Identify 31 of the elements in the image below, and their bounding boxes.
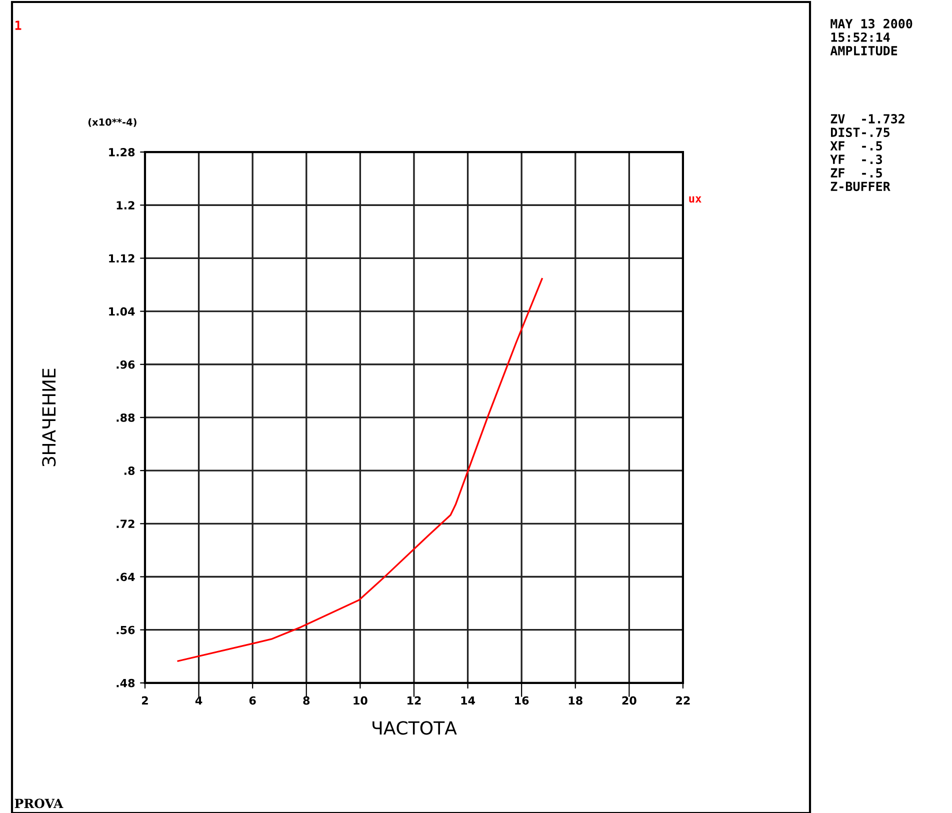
x-tick-label: 6 [249,696,256,705]
x-tick-label: 12 [408,696,421,705]
y-tick-label: .88 [116,413,135,422]
y-tick-label: .96 [116,360,135,369]
line-series [177,278,543,662]
x-tick-label: 16 [515,696,529,705]
x-tick-label: 18 [568,696,582,705]
y-tick-label: 1.28 [109,148,135,156]
x-tick-label: 4 [195,696,202,705]
y-tick-label: .56 [116,626,135,634]
text: ux [689,196,702,203]
text: 1 [15,20,22,30]
y-tick-label: 1.12 [109,254,134,262]
x-tick-label: 14 [461,696,475,705]
x-tick-label: 2 [142,696,148,705]
x-tick-label: 20 [622,696,636,705]
x-tick-label: 10 [354,696,368,705]
y-tick-label: 1.04 [109,307,135,316]
x-axis-title: ЧАСТОТА [372,721,457,735]
x-tick-label: 8 [303,696,310,705]
y-tick-label: .8 [124,466,135,475]
text: (x10**-4) [88,118,136,127]
text: PROVA [14,798,64,808]
y-tick-label: 1.2 [116,201,134,210]
y-axis-title: ЗНАЧЕНИЕ [42,368,56,466]
text: ZV -1.732 DIST-.75 XF -.5 YF -.3 ZF -.5 Z-BUFFER [830,114,904,192]
x-tick-label: 22 [676,696,690,705]
text: MAY 13 2000 15:52:14 AMPLITUDE [830,18,912,56]
y-tick-label: .72 [116,520,134,528]
y-tick-label: .48 [116,678,135,688]
y-tick-label: .64 [116,572,135,582]
